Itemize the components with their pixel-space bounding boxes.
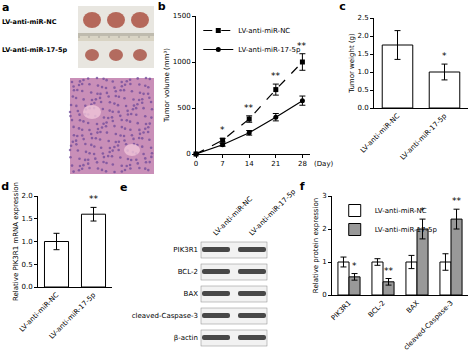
svg-text:2.0: 2.0 [357,32,368,40]
svg-text:LV-anti-miR-NC: LV-anti-miR-NC [359,112,401,154]
svg-text:1000: 1000 [173,58,191,66]
svg-text:2.0: 2.0 [21,192,32,200]
svg-text:21: 21 [271,160,280,168]
svg-text:LV-anti-miR-17-5p: LV-anti-miR-17-5p [248,187,298,237]
svg-text:LV-anti-miR-17-5p: LV-anti-miR-17-5p [48,291,98,341]
svg-text:LV-anti-miR-17-5p: LV-anti-miR-17-5p [399,112,449,162]
svg-text:0: 0 [194,160,198,168]
svg-text:0.0: 0.0 [357,104,368,112]
svg-text:500: 500 [177,104,190,112]
svg-text:3: 3 [322,192,326,200]
svg-text:LV-anti-miR-NC: LV-anti-miR-NC [375,207,427,215]
svg-text:0: 0 [186,150,190,158]
svg-text:1.5: 1.5 [357,50,368,58]
svg-text:Relative PIK3R1 mRNA expressio: Relative PIK3R1 mRNA expression [12,182,20,301]
svg-text:0.0: 0.0 [21,283,32,291]
svg-text:LV-anti-miR-NC: LV-anti-miR-NC [18,291,60,333]
svg-text:1500: 1500 [173,12,191,20]
svg-text:2.5: 2.5 [357,14,368,22]
svg-text:*: * [420,206,425,216]
svg-text:Tumor volume (mm³): Tumor volume (mm³) [163,48,171,123]
svg-text:*: * [442,51,447,61]
svg-text:c: c [339,0,346,13]
svg-text:BAX: BAX [405,299,421,315]
svg-text:Tumor weight (g): Tumor weight (g) [348,33,356,94]
svg-text:0.5: 0.5 [357,86,368,94]
svg-text:LV-anti-miR-17-5p: LV-anti-miR-17-5p [238,46,301,54]
svg-text:Relative protein expression: Relative protein expression [312,198,320,293]
svg-text:PIK3R1: PIK3R1 [173,246,198,254]
svg-text:β-actin: β-actin [174,334,198,342]
svg-text:LV-anti-miR-17-5p: LV-anti-miR-17-5p [2,46,68,54]
svg-text:LV-anti-miR-17-5p: LV-anti-miR-17-5p [375,226,438,234]
svg-text:e: e [120,181,127,194]
svg-text:1.5: 1.5 [21,215,32,223]
svg-text:BCL-2: BCL-2 [367,299,387,319]
svg-text:f: f [300,180,305,193]
svg-text:cleaved-Caspase-3: cleaved-Caspase-3 [132,312,198,320]
svg-text:(Day): (Day) [314,160,334,168]
svg-text:28: 28 [298,160,307,168]
svg-text:7: 7 [220,160,224,168]
svg-text:b: b [158,0,166,13]
svg-text:1: 1 [322,258,326,266]
svg-text:cleaved-Caspase-3: cleaved-Caspase-3 [402,299,455,352]
svg-text:**: ** [297,41,307,51]
svg-text:1.0: 1.0 [357,68,368,76]
svg-text:**: ** [384,266,394,276]
svg-text:*: * [352,261,357,271]
svg-text:PIK3R1: PIK3R1 [330,299,353,322]
svg-text:**: ** [271,71,281,81]
svg-text:LV-anti-miR-NC: LV-anti-miR-NC [211,195,255,238]
svg-text:LV-anti-miR-NC: LV-anti-miR-NC [2,18,57,26]
svg-text:BAX: BAX [184,290,199,298]
svg-text:a: a [2,1,9,14]
svg-text:BCL-2: BCL-2 [178,268,198,276]
svg-text:2: 2 [322,225,326,233]
svg-text:0.5: 0.5 [21,261,32,269]
svg-text:1.0: 1.0 [21,238,32,246]
svg-text:14: 14 [245,160,254,168]
svg-text:0: 0 [322,291,326,299]
svg-text:*: * [220,125,225,135]
svg-text:**: ** [89,194,99,204]
svg-text:**: ** [452,196,462,206]
svg-text:**: ** [244,103,254,113]
svg-text:LV-anti-miR-NC: LV-anti-miR-NC [238,27,290,35]
svg-text:d: d [1,180,9,193]
